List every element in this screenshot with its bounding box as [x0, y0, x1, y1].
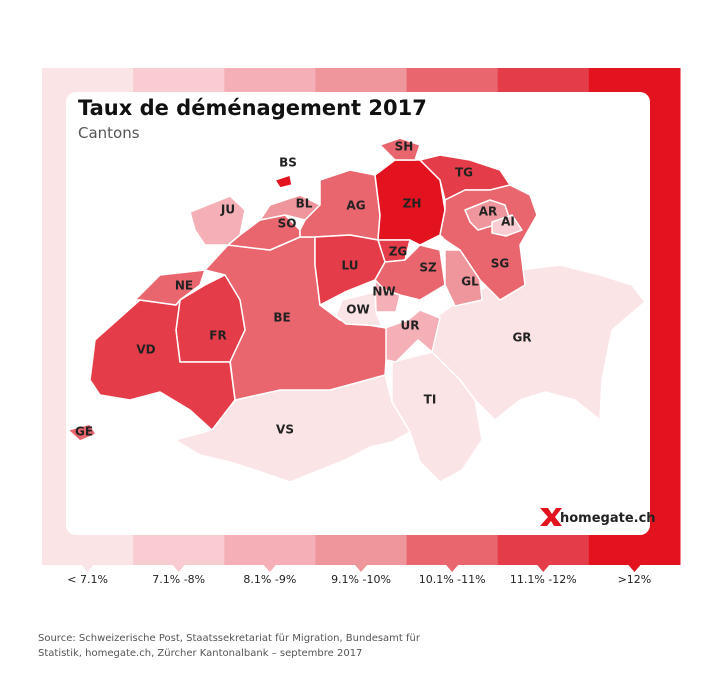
- canton-label: AG: [346, 199, 365, 213]
- canton-label: JU: [220, 203, 235, 217]
- legend-pointer: [81, 565, 94, 572]
- logo: homegate.ch: [560, 511, 656, 526]
- legend-pointer: [263, 565, 276, 572]
- canton-label: SO: [278, 217, 297, 231]
- subtitle: Cantons: [78, 124, 140, 142]
- canton-label: GR: [512, 331, 531, 345]
- canton-label: SH: [395, 140, 414, 154]
- legend-label: 9.1% -10%: [331, 573, 391, 586]
- canton-label: UR: [401, 319, 420, 333]
- canton-label: BE: [273, 311, 290, 325]
- canton: [274, 174, 293, 189]
- canton-label: BL: [296, 197, 313, 211]
- legend-pointer: [537, 565, 550, 572]
- canton: [134, 269, 206, 306]
- canton-label: NW: [372, 285, 395, 299]
- canton-label: FR: [209, 329, 226, 343]
- logo-icon: [540, 508, 562, 526]
- canton: [491, 214, 523, 237]
- canton-label: GL: [461, 275, 479, 289]
- legend-pointer: [628, 565, 641, 572]
- canton-label: SZ: [419, 261, 437, 275]
- map: GR TI VS UR BE FR VD GE NE JU SO BL BS AG ZH SH TG SG ARAI…: [67, 137, 646, 483]
- legend-pointer: [355, 565, 367, 572]
- canton: [439, 184, 538, 301]
- legend-label: >12%: [618, 573, 652, 586]
- legend-pointer: [446, 565, 459, 572]
- canton-label: VD: [136, 343, 155, 357]
- canton-label: GE: [75, 425, 93, 439]
- canton-label: VS: [276, 423, 294, 437]
- canton: [67, 423, 97, 442]
- legend-label: 7.1% -8%: [152, 573, 205, 586]
- canton-label: NE: [175, 279, 193, 293]
- canton-label: AI: [501, 215, 515, 229]
- canton-label: AR: [479, 205, 498, 219]
- canton-label: TG: [455, 166, 473, 180]
- canton-label: TI: [424, 393, 437, 407]
- legend-pointer: [172, 565, 185, 572]
- source: Source: Schweizerische Post, Staatssekre…: [38, 633, 421, 644]
- legend-label: 8.1% -9%: [243, 573, 296, 586]
- source: Statistik, homegate.ch, Zürcher Kantonal…: [38, 648, 362, 659]
- canton-label: BS: [279, 156, 297, 170]
- legend-label: 11.1% -12%: [510, 573, 577, 586]
- legend-label: 10.1% -11%: [419, 573, 486, 586]
- title: Taux de déménagement 2017: [78, 96, 427, 120]
- canton: [384, 309, 441, 363]
- legend-label: < 7.1%: [67, 573, 108, 586]
- canton: [379, 137, 421, 161]
- canton-label: ZG: [389, 245, 408, 259]
- canton-label: SG: [491, 257, 510, 271]
- canton-label: OW: [346, 303, 369, 317]
- canton: [335, 291, 383, 327]
- canton-label: ZH: [403, 197, 422, 211]
- canton-label: LU: [342, 259, 359, 273]
- canton: [444, 249, 483, 307]
